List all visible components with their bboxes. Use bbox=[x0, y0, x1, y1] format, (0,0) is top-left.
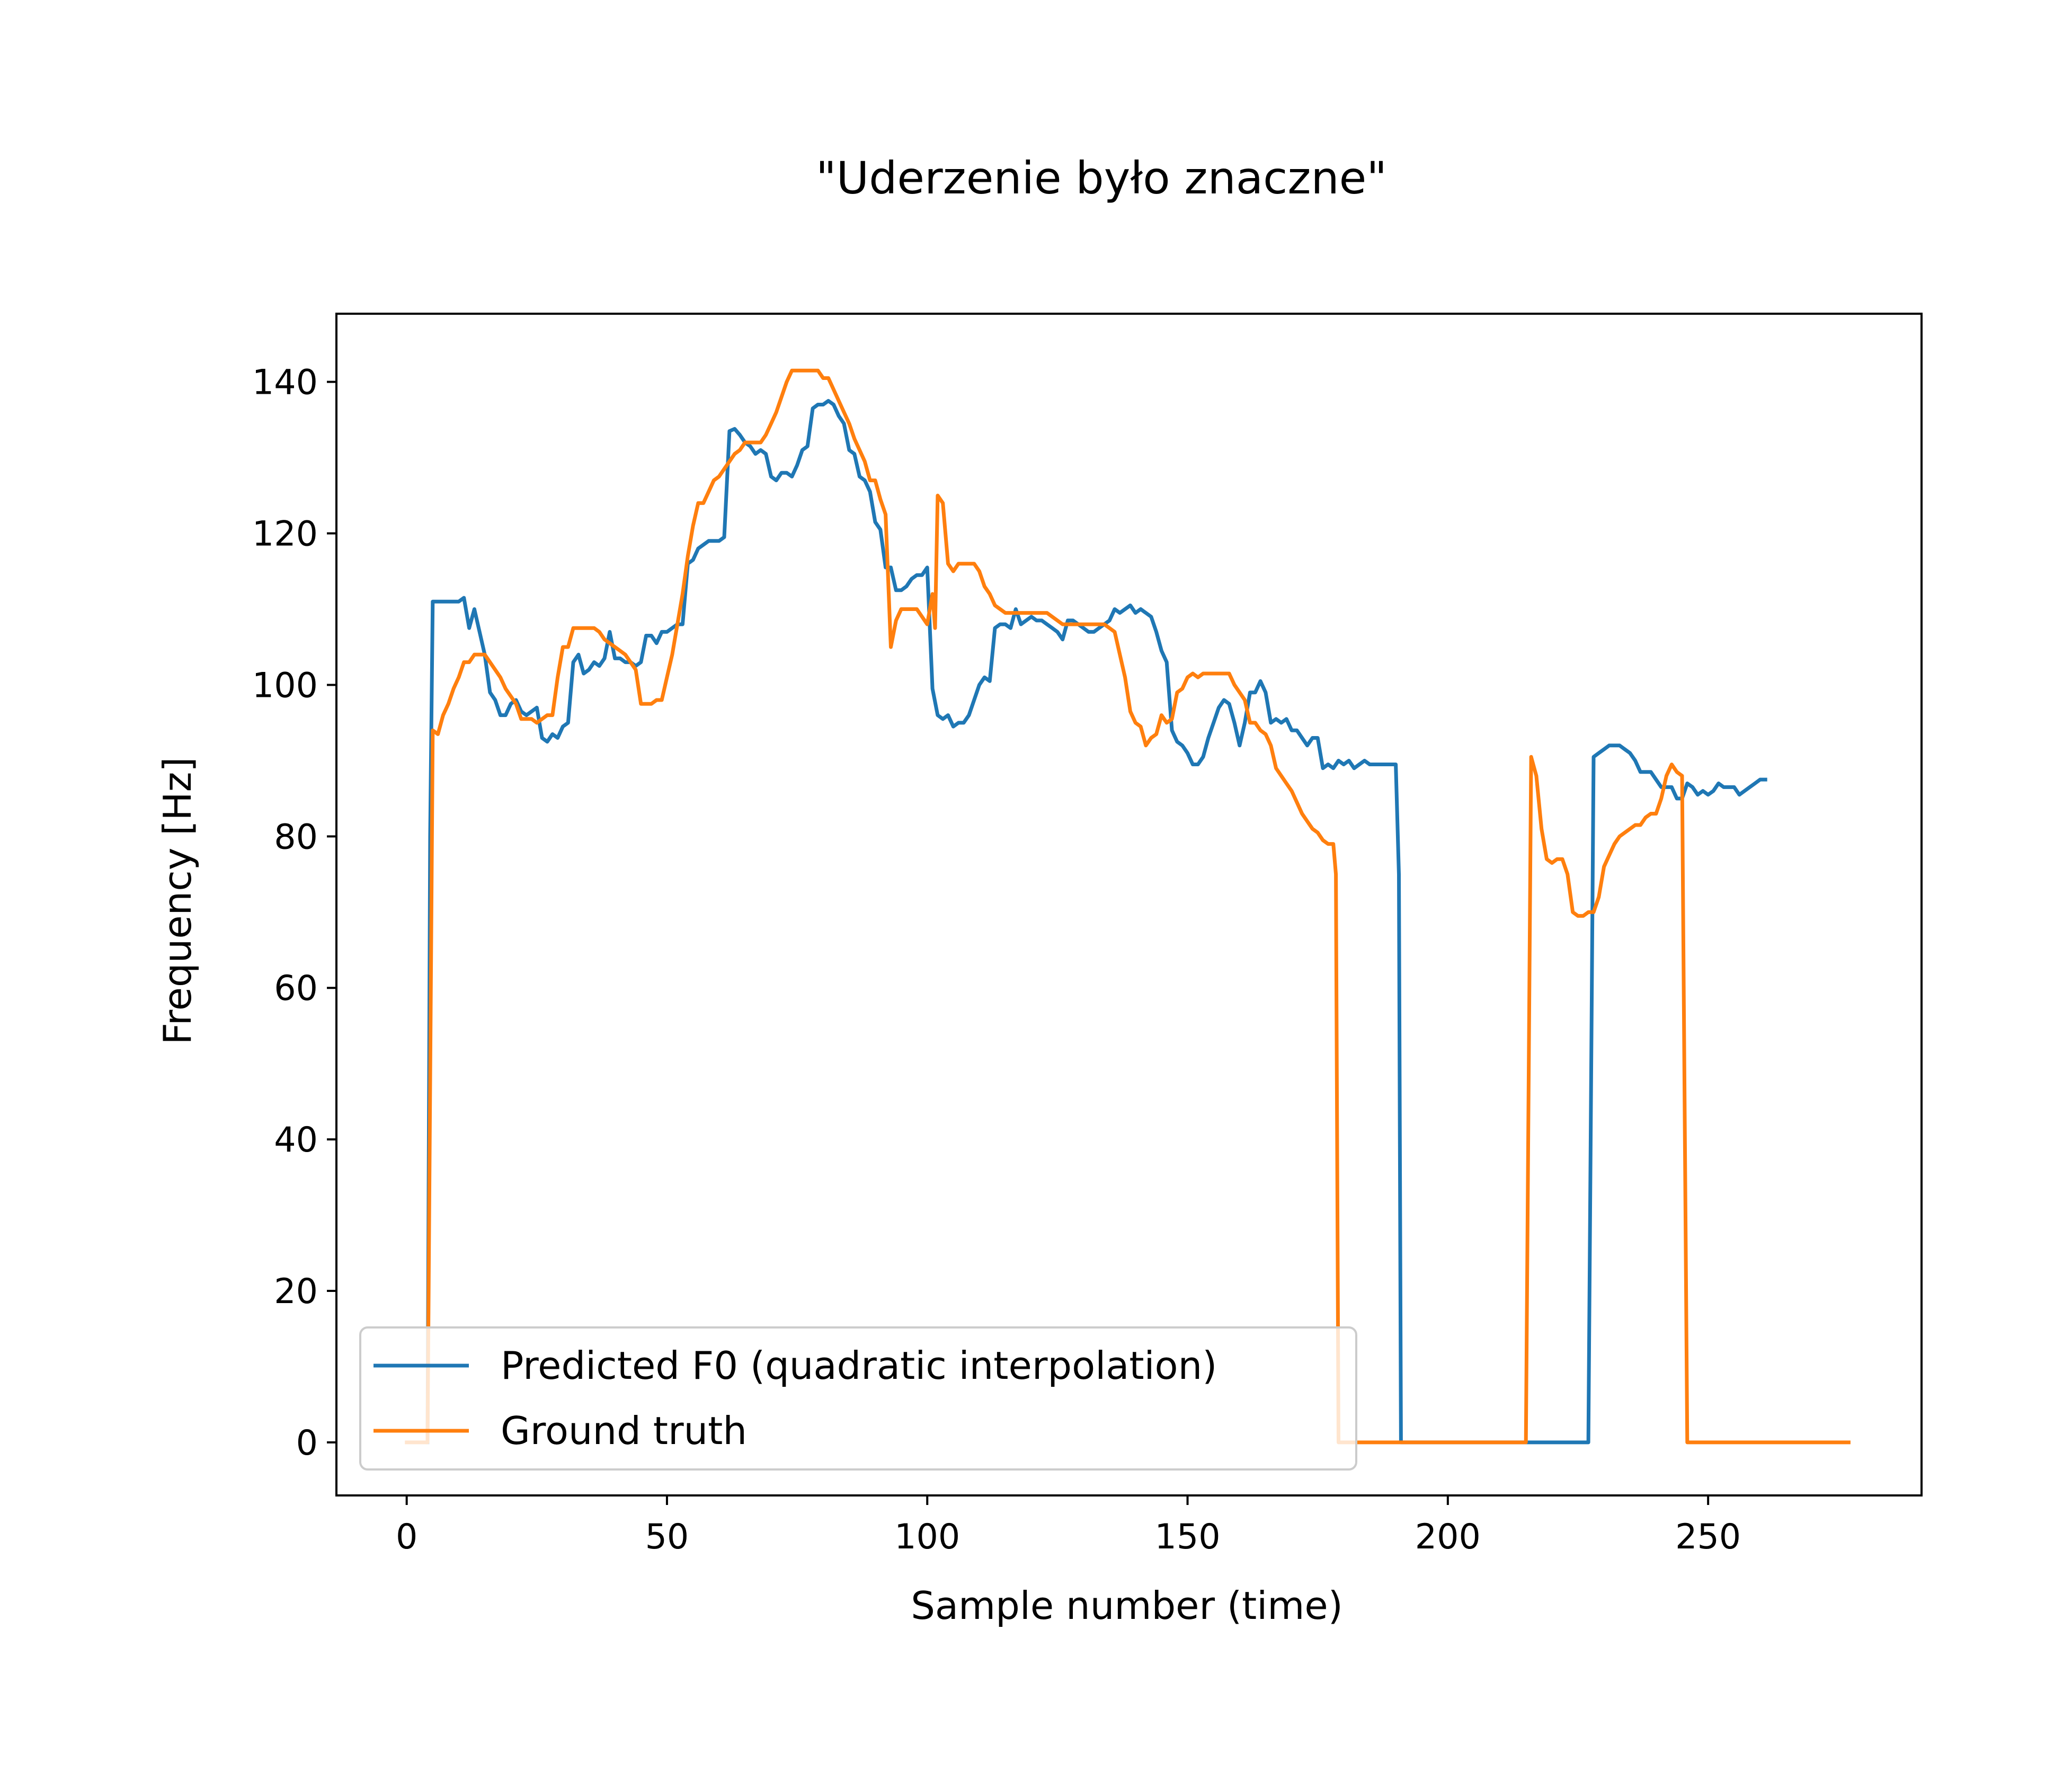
series-layer bbox=[405, 368, 1851, 1445]
plot-area bbox=[335, 313, 1923, 1496]
x-tick-label: 200 bbox=[1415, 1517, 1481, 1557]
x-tick-label: 0 bbox=[396, 1517, 417, 1557]
y-tick-label: 40 bbox=[274, 1120, 318, 1160]
y-tick-label: 100 bbox=[252, 666, 318, 705]
y-axis: 0 20 40 60 80 100 120 140 bbox=[252, 363, 336, 1463]
y-tick-label: 140 bbox=[252, 363, 318, 403]
x-axis: 0 50 100 150 200 250 bbox=[396, 1495, 1741, 1557]
y-tick-label: 60 bbox=[274, 969, 318, 1008]
x-axis-label: Sample number (time) bbox=[911, 1583, 1343, 1628]
legend-label-predicted: Predicted F0 (quadratic interpolation) bbox=[501, 1343, 1217, 1388]
y-tick-label: 0 bbox=[296, 1423, 318, 1463]
y-tick-label: 120 bbox=[252, 515, 318, 554]
axes-frame bbox=[335, 313, 1923, 1496]
legend-box bbox=[359, 1326, 1357, 1471]
x-tick-label: 100 bbox=[894, 1517, 960, 1557]
series-line-ground-truth bbox=[405, 368, 1851, 1445]
y-axis-label: Frequency [Hz] bbox=[155, 757, 200, 1045]
chart-title: "Uderzenie było znaczne" bbox=[816, 152, 1387, 204]
y-tick-label: 20 bbox=[274, 1272, 318, 1312]
legend: Predicted F0 (quadratic interpolation) G… bbox=[359, 1326, 1357, 1471]
x-tick-label: 150 bbox=[1155, 1517, 1221, 1557]
y-tick-label: 80 bbox=[274, 817, 318, 857]
x-tick-label: 250 bbox=[1675, 1517, 1741, 1557]
x-tick-label: 50 bbox=[645, 1517, 689, 1557]
legend-label-ground-truth: Ground truth bbox=[501, 1409, 747, 1453]
